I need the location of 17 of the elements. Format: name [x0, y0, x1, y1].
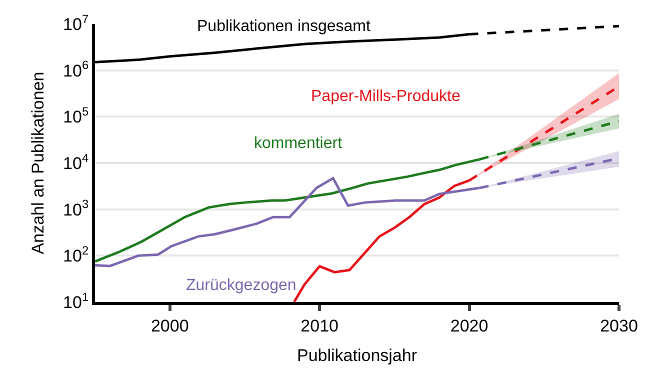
y-tick-label: 10$^{6}$	[63, 58, 89, 80]
x-tick-label: 2030	[600, 316, 638, 336]
text: Paper-Mills-Produkte	[311, 88, 460, 105]
y-tick-label: 10$^{3}$	[63, 197, 89, 220]
x-tick-label: 2010	[300, 316, 338, 336]
y-tick-label: 10$^{1}$	[63, 290, 89, 312]
x-axis-title: Publikationsjahr	[296, 346, 418, 365]
series-label: Publikationen insgesamt	[197, 18, 371, 35]
text: kommentiert	[254, 135, 343, 152]
x-tick-label: 2020	[450, 316, 488, 336]
y-tick-label: 10$^{4}$	[63, 150, 89, 173]
y-axis-title: Anzahl an Publikationen	[28, 72, 48, 254]
y-tick-label: 10$^{7}$	[63, 12, 89, 34]
text: Zurückgezogen	[186, 277, 296, 294]
y-tick-label: 10$^{2}$	[63, 243, 89, 266]
x-tick-label: 2000	[150, 316, 189, 336]
y-tick-label: 10$^{5}$	[63, 104, 89, 127]
